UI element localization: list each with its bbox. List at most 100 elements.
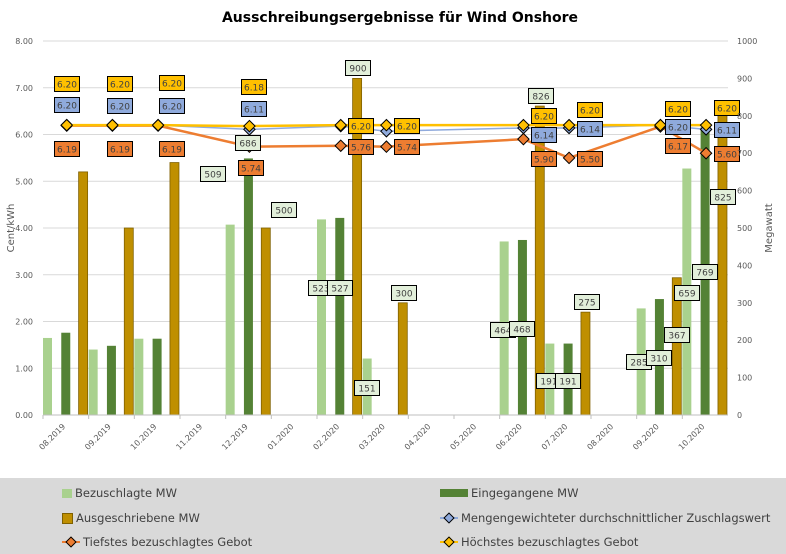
legend-label: Eingegangene MW xyxy=(471,486,579,500)
data-point-marker xyxy=(380,140,393,154)
data-label: 310 xyxy=(650,355,667,365)
bar-2 xyxy=(580,311,591,416)
data-label-box xyxy=(54,97,80,113)
x-tick-label: 08.2020 xyxy=(585,422,615,452)
x-tick-label: 08.2019 xyxy=(37,422,67,452)
data-label-box xyxy=(665,101,691,117)
data-label-box xyxy=(674,285,700,301)
data-label: 6.20 xyxy=(397,123,417,133)
data-label: 6.20 xyxy=(351,123,371,133)
data-label: 6.20 xyxy=(162,80,182,90)
y-tick-right: 400 xyxy=(737,261,752,270)
y-axis-right-label: Megawatt xyxy=(764,203,775,252)
data-label: 6.19 xyxy=(110,146,130,156)
data-label-box xyxy=(646,350,672,366)
legend-line-marker-icon xyxy=(440,513,458,523)
data-label: 6.20 xyxy=(717,105,737,115)
data-point-marker xyxy=(654,118,667,132)
data-label: 686 xyxy=(239,140,256,150)
bar-1 xyxy=(335,217,345,415)
legend: Bezuschlagte MW Eingegangene MW Ausgesch… xyxy=(0,478,786,554)
data-label-box xyxy=(531,108,557,124)
data-label: 191 xyxy=(540,378,557,388)
y-tick-right: 200 xyxy=(737,336,752,345)
bar-0 xyxy=(43,337,52,415)
data-label: 5.50 xyxy=(580,156,600,166)
data-label-box xyxy=(238,160,264,176)
data-label-box xyxy=(714,122,740,138)
data-label-box xyxy=(391,285,417,301)
data-label-box xyxy=(107,76,133,92)
data-label: 6.11 xyxy=(717,127,737,137)
bar-2 xyxy=(260,227,271,416)
legend-line-marker-icon xyxy=(62,537,80,547)
y-tick-left: 1.00 xyxy=(15,364,33,373)
data-point-marker xyxy=(380,118,393,132)
data-label-box xyxy=(394,118,420,134)
x-tick-label: 04.2020 xyxy=(403,422,433,452)
bar-2 xyxy=(78,171,89,416)
legend-item-hoechstes: Höchstes bezuschlagtes Gebot xyxy=(440,535,638,549)
chart-title: Ausschreibungsergebnisse für Wind Onshor… xyxy=(222,10,578,26)
data-point-marker xyxy=(334,118,348,132)
x-tick-label: 02.2020 xyxy=(311,422,341,452)
bar-0 xyxy=(134,338,144,415)
x-tick-label: 01.2020 xyxy=(266,422,296,452)
data-point-marker xyxy=(106,118,119,132)
data-point-marker xyxy=(60,118,74,132)
x-tick-label: 12.2019 xyxy=(220,422,250,452)
data-label: 6.20 xyxy=(57,81,77,91)
data-label: 6.20 xyxy=(57,102,77,112)
data-label: 6.14 xyxy=(534,132,554,142)
data-label: 6.20 xyxy=(668,124,688,134)
data-label-box xyxy=(159,98,185,114)
legend-label: Bezuschlagte MW xyxy=(75,486,177,500)
legend-swatch xyxy=(62,488,72,498)
data-label: 826 xyxy=(532,93,549,103)
y-axis-left-label: Cent/kWh xyxy=(6,204,17,253)
y-tick-right: 1000 xyxy=(737,37,757,46)
x-tick-label: 03.2020 xyxy=(357,422,387,452)
bar-0 xyxy=(225,224,235,415)
data-label: 6.20 xyxy=(110,103,130,113)
data-label: 191 xyxy=(559,378,576,388)
data-label: 468 xyxy=(513,326,530,336)
y-tick-left: 5.00 xyxy=(15,177,33,186)
x-tick-label: 06.2020 xyxy=(494,422,524,452)
x-tick-label: 09.2019 xyxy=(83,422,113,452)
data-label-box xyxy=(107,98,133,114)
data-label-box xyxy=(714,100,740,116)
data-label: 6.20 xyxy=(580,107,600,117)
legend-item-ausgeschriebene: Ausgeschriebene MW xyxy=(62,511,200,525)
legend-item-bezuschlagte: Bezuschlagte MW xyxy=(62,486,177,500)
bar-2 xyxy=(397,302,408,416)
data-label: 6.20 xyxy=(668,106,688,116)
y-tick-right: 600 xyxy=(737,187,752,196)
y-tick-left: 8.00 xyxy=(15,37,33,46)
data-label: 6.18 xyxy=(244,84,264,94)
legend-item-mittelwert: Mengengewichteter durchschnittlicher Zus… xyxy=(440,511,770,525)
y-tick-left: 6.00 xyxy=(15,131,33,140)
data-label: 5.90 xyxy=(534,156,554,166)
data-label: 659 xyxy=(678,290,695,300)
data-label-box xyxy=(235,135,261,151)
data-label-box xyxy=(665,138,691,154)
data-label: 769 xyxy=(696,269,713,279)
data-label: 6.19 xyxy=(162,146,182,156)
data-label-box xyxy=(241,101,267,117)
data-label: 5.76 xyxy=(351,144,371,154)
data-label: 5.74 xyxy=(241,165,261,175)
bar-1 xyxy=(243,158,253,415)
data-point-marker xyxy=(517,132,530,146)
data-label-box xyxy=(345,60,371,76)
data-label: 6.20 xyxy=(110,81,130,91)
data-label-box xyxy=(54,76,80,92)
data-point-marker xyxy=(334,139,348,153)
data-label-box xyxy=(577,121,603,137)
data-label: 523 xyxy=(312,285,329,295)
data-label-box xyxy=(354,380,380,396)
data-label: 900 xyxy=(349,65,366,75)
data-label-box xyxy=(327,280,353,296)
data-label-box xyxy=(555,373,581,389)
